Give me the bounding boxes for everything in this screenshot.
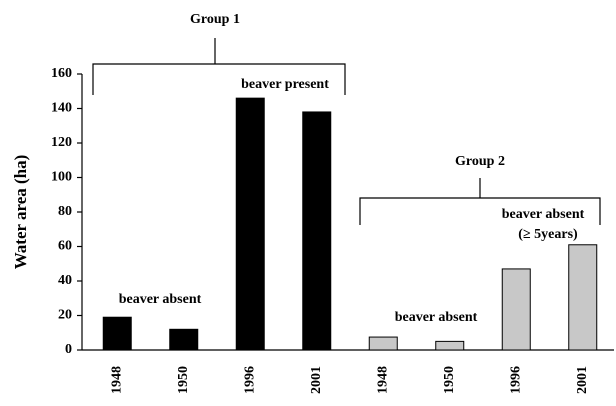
x-tick-label: 2001: [575, 366, 590, 394]
y-tick-label: 20: [58, 308, 72, 323]
annotation: Group 1: [190, 12, 240, 27]
bar: [169, 328, 199, 351]
x-tick-label: 1950: [176, 366, 191, 394]
bar: [435, 340, 465, 351]
annotation: (≥ 5years): [518, 227, 578, 242]
x-tick-label: 1996: [508, 366, 523, 394]
y-axis-label: Water area (ha): [11, 155, 30, 270]
group-2-bracket: [359, 178, 601, 225]
group-1-bracket: [92, 38, 346, 95]
x-tick-label: 1948: [109, 366, 124, 394]
y-tick-label: 100: [51, 170, 72, 185]
y-tick-label: 40: [58, 273, 72, 288]
y-tick-label: 0: [65, 342, 72, 357]
annotation: beaver present: [241, 77, 329, 92]
annotation: beaver absent: [119, 292, 202, 307]
annotation: beaver absent: [502, 207, 585, 222]
x-tick-label: 1950: [442, 366, 457, 394]
x-tick-label: 2001: [309, 366, 324, 394]
x-tick-label: 1948: [375, 366, 390, 394]
annotation: Group 2: [455, 154, 505, 169]
bar: [302, 111, 332, 351]
x-tick-label: 1996: [242, 366, 257, 394]
bar: [568, 244, 598, 351]
bar: [368, 336, 398, 351]
y-tick-label: 60: [58, 239, 72, 254]
y-tick-label: 140: [51, 101, 72, 116]
y-tick-label: 80: [58, 204, 72, 219]
bar: [501, 268, 531, 351]
annotation: beaver absent: [395, 310, 478, 325]
y-tick-label: 160: [51, 66, 72, 81]
bar: [235, 97, 265, 351]
y-tick-label: 120: [51, 135, 72, 150]
bar: [102, 316, 132, 351]
